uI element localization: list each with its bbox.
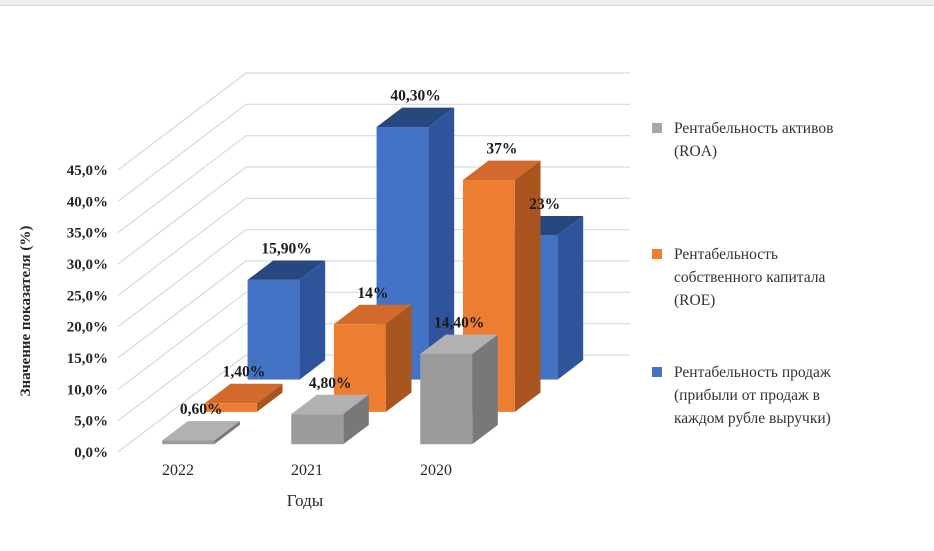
data-label: 14% (357, 285, 388, 302)
legend-label-roe: Рентабельность собственного капитала (RO… (674, 246, 826, 309)
bar-side-face (514, 160, 541, 412)
y-axis-title: Значение показателя (%) (18, 226, 34, 397)
y-tick-label: 0,0% (74, 445, 108, 461)
x-tick-label: 2020 (420, 462, 452, 479)
data-label: 14,40% (434, 315, 484, 332)
legend-item-sales: Рентабельность продаж (прибыли от продаж… (652, 361, 831, 430)
y-tick-label: 20,0% (67, 320, 108, 336)
bar-top-face (291, 394, 369, 415)
y-tick-label: 5,0% (74, 414, 108, 430)
data-label: 40,30% (390, 88, 440, 105)
legend-item-roa: Рентабельность активов (ROA) (652, 117, 833, 163)
bar-top-face (204, 383, 283, 404)
bar-front-face (162, 440, 215, 445)
data-label: 37% (486, 141, 517, 158)
bar-top-face (376, 107, 455, 128)
y-tick-label: 30,0% (67, 257, 108, 273)
legend-label-roa: Рентабельность активов (ROA) (674, 120, 834, 160)
y-tick-label: 45,0% (67, 163, 108, 179)
bar-side-face (343, 394, 369, 445)
data-label: 1,40% (223, 364, 266, 381)
bar-front-face (204, 403, 257, 412)
y-tick-label: 35,0% (67, 226, 108, 242)
bar-side-face (256, 383, 283, 412)
window-edge-strip (0, 0, 934, 6)
bar-front-face (291, 414, 344, 445)
bar-top-face (333, 304, 412, 325)
bar-side-face (472, 334, 498, 445)
legend-label-sales: Рентабельность продаж (прибыли от продаж… (674, 364, 831, 427)
y-tick-label: 40,0% (67, 194, 108, 210)
y-tick-label: 15,0% (67, 351, 108, 367)
bar-front-face (247, 279, 300, 380)
bar-top-face (462, 160, 541, 181)
bar-front-face (420, 353, 473, 445)
bar-top-face (420, 334, 498, 354)
data-label: 4,80% (309, 375, 352, 392)
chart-legend: Рентабельность активов (ROA) Рентабельно… (652, 0, 930, 551)
legend-swatch-roa-icon (652, 123, 662, 133)
gridline (117, 72, 630, 171)
data-label: 23% (529, 196, 560, 213)
gridline (117, 103, 630, 202)
y-tick-label: 25,0% (67, 288, 108, 304)
bar-side-face (214, 421, 240, 445)
bar-top-face (162, 421, 240, 441)
legend-item-roe: Рентабельность собственного капитала (RO… (652, 243, 825, 312)
bar-side-face (557, 216, 584, 380)
bar-top-face (247, 260, 326, 280)
data-label: 15,90% (261, 241, 311, 258)
x-tick-label: 2022 (162, 462, 194, 479)
gridline (117, 135, 630, 234)
x-axis-title: Годы (287, 491, 324, 510)
bar-side-face (428, 107, 455, 380)
y-tick-label: 10,0% (67, 382, 108, 398)
bar-side-face (385, 304, 412, 412)
bar-side-face (299, 260, 326, 380)
data-label: 0,60% (180, 401, 223, 418)
legend-swatch-sales-icon (652, 367, 662, 377)
legend-swatch-roe-icon (652, 249, 662, 259)
x-tick-label: 2021 (291, 462, 323, 479)
